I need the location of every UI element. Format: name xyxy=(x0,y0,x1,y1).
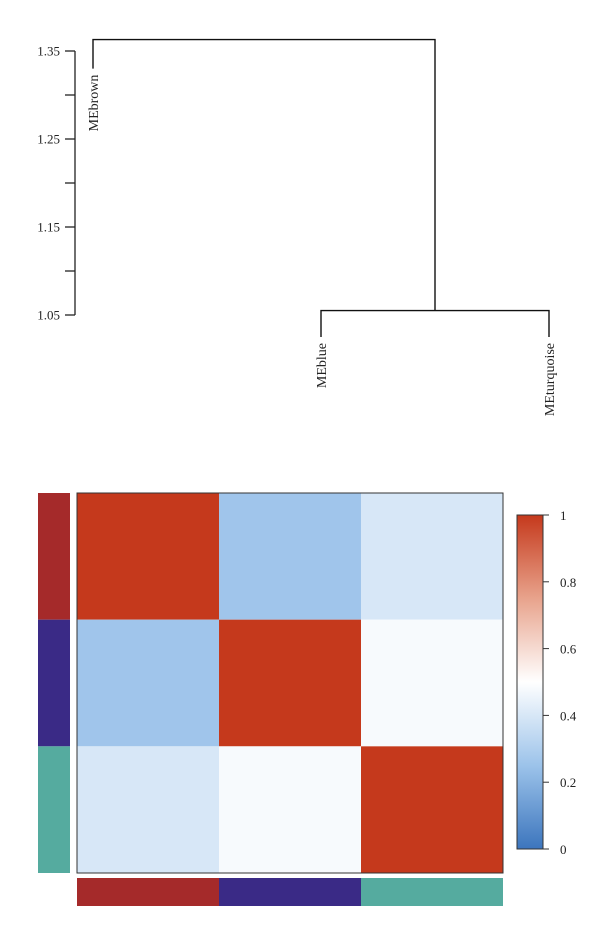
heatmap xyxy=(38,492,504,906)
heatmap-cell xyxy=(77,619,219,747)
column-color-swatch xyxy=(361,878,503,906)
row-color-swatch xyxy=(38,619,70,747)
leaf-label: MEblue xyxy=(315,343,330,388)
colorbar-ticks: 0 0.2 0.4 0.6 0.8 1 xyxy=(543,508,577,857)
y-tick-label: 1.25 xyxy=(37,132,60,147)
heatmap-cell xyxy=(77,493,219,620)
leaf-label: MEturquoise xyxy=(543,343,558,416)
row-color-bar xyxy=(38,493,70,873)
column-color-bar xyxy=(77,878,503,906)
y-ticks: 1.05 1.15 1.25 1.35 xyxy=(37,44,75,323)
y-tick-label: 1.35 xyxy=(37,44,60,59)
heatmap-border xyxy=(76,492,504,874)
heatmap-cell xyxy=(361,619,503,747)
dendrogram-links xyxy=(92,38,550,337)
row-color-swatch xyxy=(38,746,70,873)
dendrogram: 1.05 1.15 1.25 1.35 MEbrown MEblue MEturquois… xyxy=(37,38,558,417)
heatmap-cell xyxy=(77,746,219,873)
y-tick-label: 1.05 xyxy=(37,308,60,323)
merge-blue-turquoise xyxy=(320,309,550,337)
colorbar-tick-label: 0 xyxy=(560,842,567,857)
row-color-swatch xyxy=(38,493,70,620)
colorbar-gradient xyxy=(516,514,544,850)
dendrogram-leaf-labels: MEbrown MEblue MEturquoise xyxy=(87,75,558,417)
y-tick-label: 1.15 xyxy=(37,220,60,235)
heatmap-cells xyxy=(77,493,503,873)
heatmap-cell xyxy=(219,619,361,747)
colorbar-tick-label: 0.6 xyxy=(560,642,577,657)
colorbar-tick-label: 0.2 xyxy=(560,775,576,790)
column-color-swatch xyxy=(219,878,361,906)
heatmap-cell xyxy=(219,493,361,620)
colorbar-tick-label: 1 xyxy=(560,508,567,523)
column-color-swatch xyxy=(77,878,219,906)
colorbar: 0 0.2 0.4 0.6 0.8 1 xyxy=(516,508,577,857)
colorbar-tick-label: 0.8 xyxy=(560,575,576,590)
leaf-label: MEbrown xyxy=(87,75,102,132)
heatmap-cell xyxy=(219,746,361,873)
merge-brown-cluster xyxy=(92,38,436,311)
heatmap-cell xyxy=(361,746,503,873)
colorbar-tick-label: 0.4 xyxy=(560,708,577,723)
heatmap-cell xyxy=(361,493,503,620)
